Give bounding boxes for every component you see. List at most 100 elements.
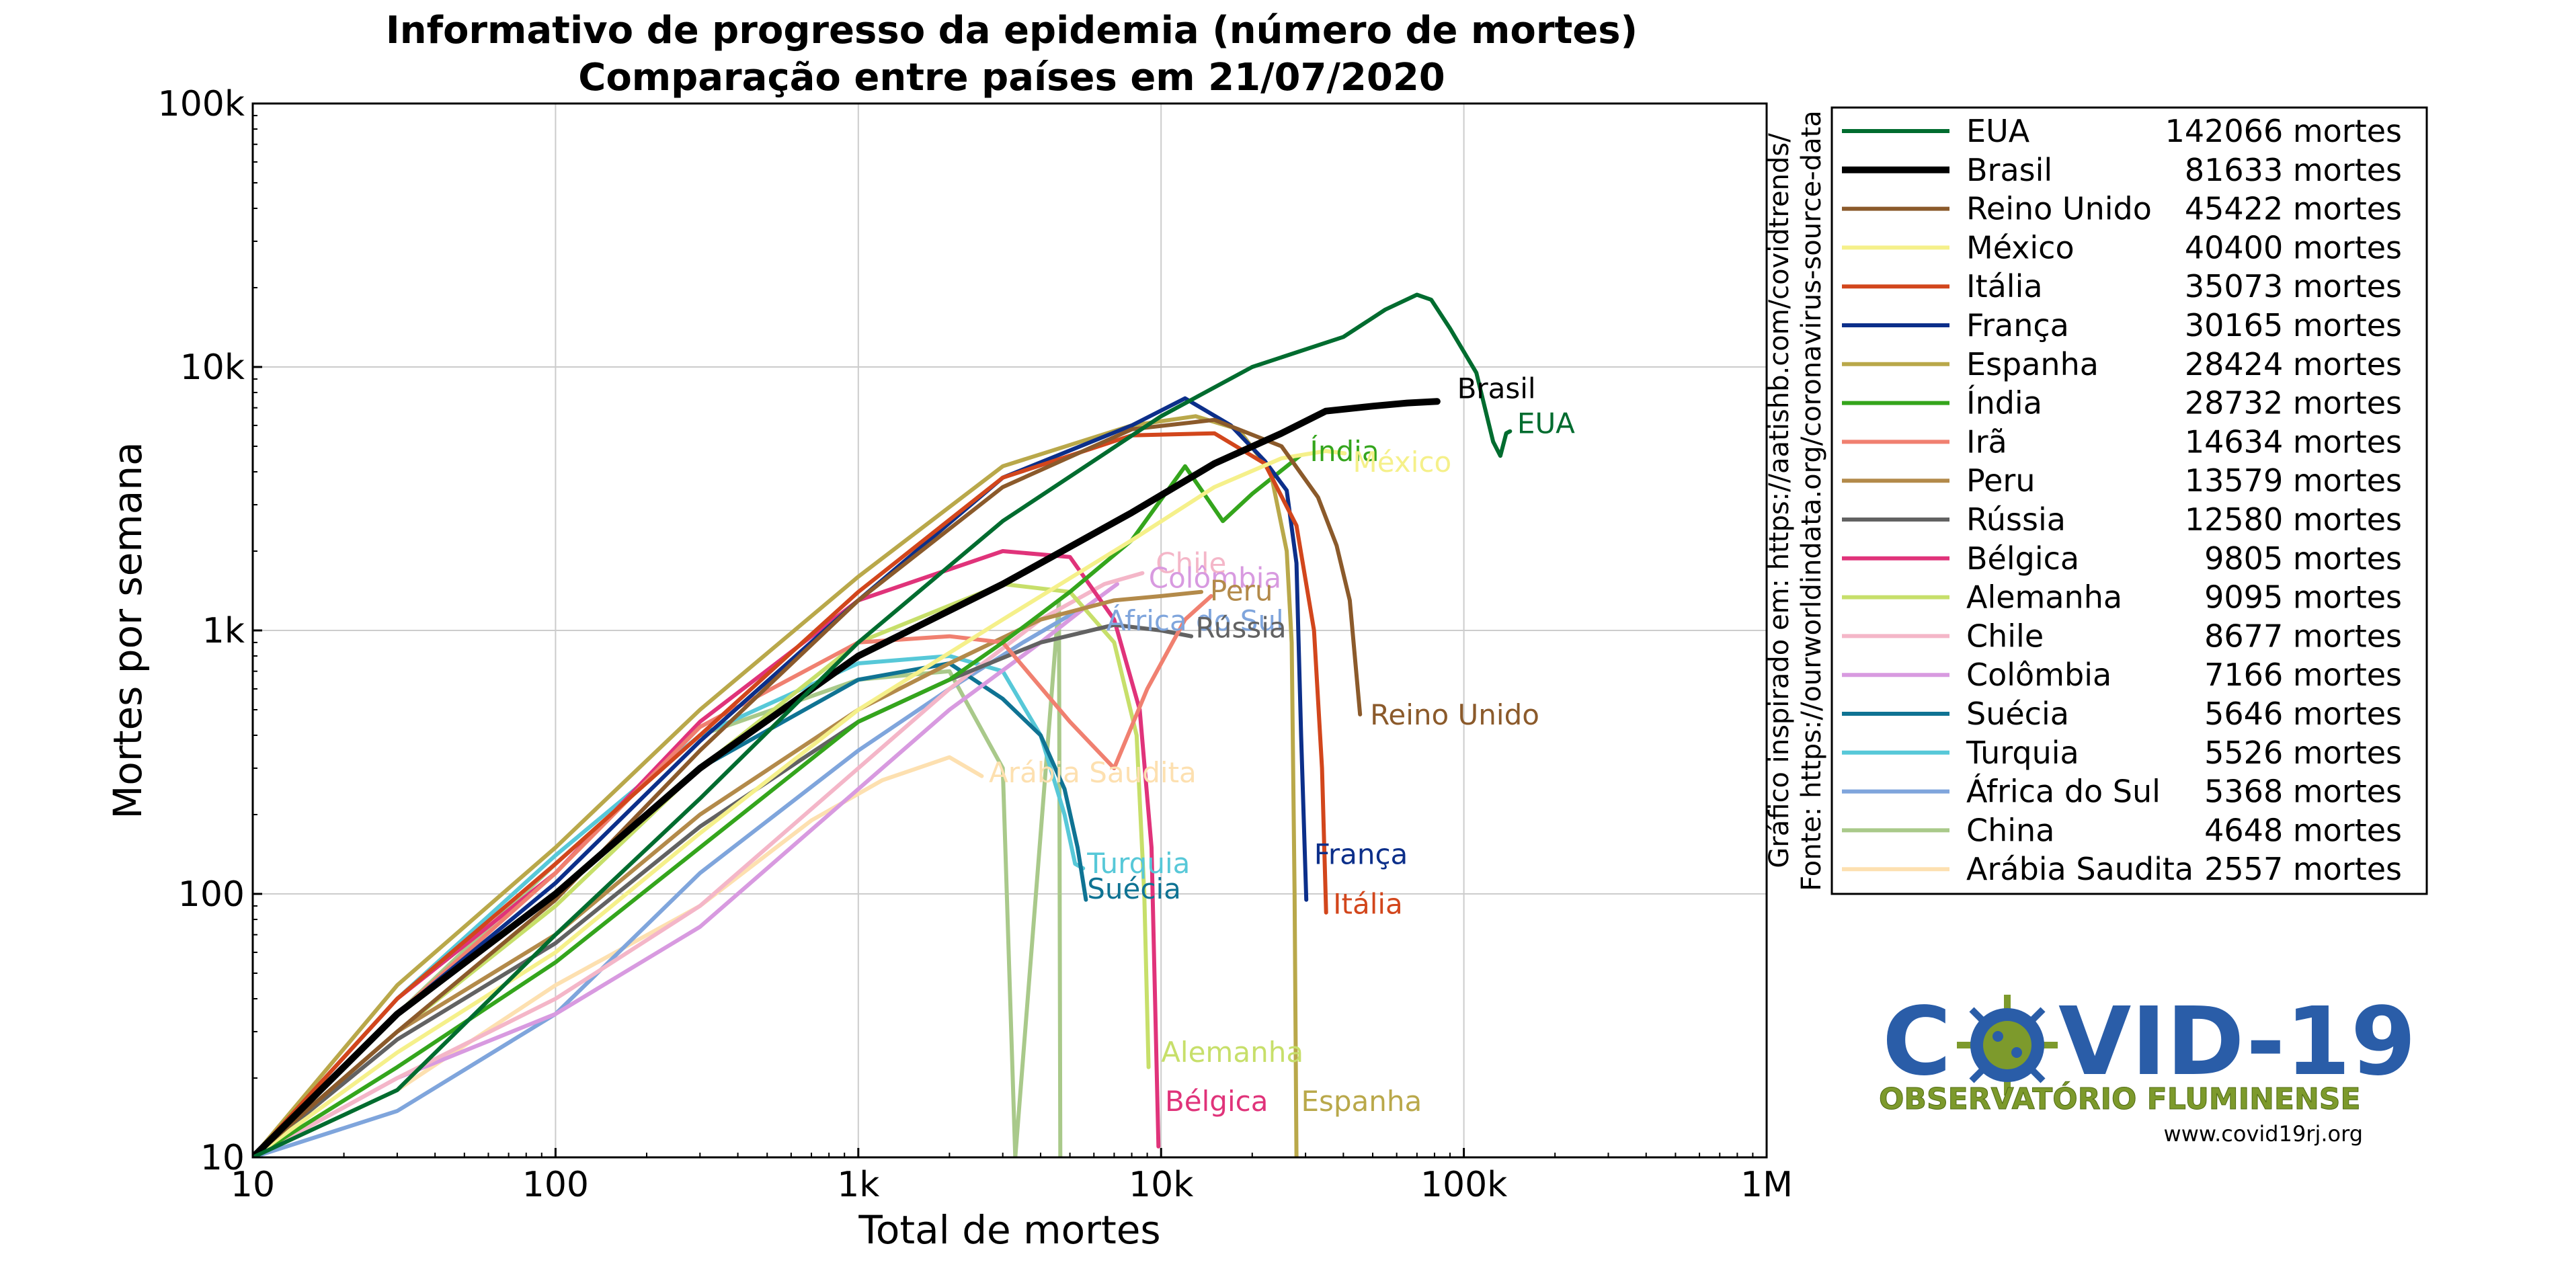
end-label: Bélgica <box>1165 1085 1268 1118</box>
legend-total: 2557 mortes <box>2204 851 2402 887</box>
series-layer <box>253 292 1513 1157</box>
virus-icon <box>1957 995 2058 1096</box>
legend-name: Itália <box>1966 268 2043 304</box>
legend-total: 45422 mortes <box>2185 191 2402 227</box>
legend-name: Brasil <box>1966 152 2052 188</box>
y-tick-label: 10 <box>200 1138 245 1178</box>
legend-total: 9805 mortes <box>2204 540 2402 577</box>
legend-total: 14634 mortes <box>2185 423 2402 460</box>
legend-name: Arábia Saudita <box>1966 851 2193 887</box>
legend-name: África do Sul <box>1966 774 2161 810</box>
logo-title-left: C <box>1882 987 1951 1097</box>
legend-total: 4648 mortes <box>2204 812 2402 848</box>
logo-title-right: VID-19 <box>2058 987 2416 1097</box>
legend-name: Bélgica <box>1966 540 2079 577</box>
end-label: Suécia <box>1087 872 1181 905</box>
end-label: França <box>1314 837 1408 870</box>
x-tick-label: 100k <box>1420 1165 1507 1205</box>
x-tick-label: 1M <box>1740 1165 1793 1205</box>
legend-name: Índia <box>1966 385 2042 421</box>
legend-name: Colômbia <box>1966 657 2111 693</box>
end-label: Itália <box>1333 888 1403 921</box>
legend-name: França <box>1966 307 2069 343</box>
series-line-irã <box>253 593 1213 1157</box>
chart-subtitle: Comparação entre países em 21/07/2020 <box>578 56 1445 99</box>
y-tick-label: 100 <box>178 874 245 915</box>
end-label: Chile <box>1156 547 1226 580</box>
legend: EUA 142066 mortes Brasil 81633 mortes Reino … <box>1830 106 2428 895</box>
axis-ticks: 10 100 1k 10k 100k 1M 10 100 1k 10k 100k <box>158 84 1793 1205</box>
end-label: EUA <box>1517 407 1575 440</box>
series-line-chile <box>253 571 1145 1157</box>
legend-total: 28424 mortes <box>2185 346 2402 382</box>
legend-total: 9095 mortes <box>2204 579 2402 616</box>
end-label: Arábia Saudita <box>989 756 1197 789</box>
legend-name: China <box>1966 812 2054 848</box>
series-line-reino-unido <box>253 417 1363 1157</box>
legend-name: Suécia <box>1966 696 2069 732</box>
series-line-peru <box>253 589 1203 1157</box>
y-tick-label: 100k <box>158 84 245 124</box>
legend-name: Irã <box>1966 423 2007 460</box>
legend-total: 12580 mortes <box>2185 501 2402 538</box>
chart-title: Informativo de progresso da epidemia (nú… <box>386 9 1638 52</box>
x-tick-label: 10 <box>231 1165 275 1205</box>
x-axis-label: Total de mortes <box>858 1207 1160 1253</box>
legend-total: 13579 mortes <box>2185 462 2402 499</box>
legend-total: 7166 mortes <box>2204 657 2402 693</box>
logo-subtitle: OBSERVATÓRIO FLUMINENSE <box>1879 1081 2361 1116</box>
legend-name: Espanha <box>1966 346 2099 382</box>
logo-url: www.covid19rj.org <box>2164 1121 2363 1147</box>
legend-total: 5368 mortes <box>2204 774 2402 810</box>
legend-total: 5526 mortes <box>2204 735 2402 771</box>
legend-total: 40400 mortes <box>2185 229 2402 265</box>
y-axis-label: Mortes por semana <box>105 442 151 819</box>
end-label: Índia <box>1310 434 1379 468</box>
end-label: Turquia <box>1086 847 1190 880</box>
series-line-china <box>253 598 1063 1157</box>
end-label: Peru <box>1210 574 1273 607</box>
x-tick-label: 1k <box>837 1165 879 1205</box>
legend-total: 30165 mortes <box>2185 307 2402 343</box>
end-label: Reino Unido <box>1370 698 1539 731</box>
series-line-brasil <box>253 398 1441 1157</box>
y-tick-label: 10k <box>180 347 245 388</box>
series-line-espanha <box>253 414 1299 1157</box>
legend-total: 5646 mortes <box>2204 696 2402 732</box>
end-label: Alemanha <box>1161 1036 1303 1069</box>
legend-total: 28732 mortes <box>2185 385 2402 421</box>
x-tick-label: 10k <box>1129 1165 1193 1205</box>
end-label: México <box>1353 446 1452 479</box>
series-line-eua <box>253 292 1513 1157</box>
legend-total: 35073 mortes <box>2185 268 2402 304</box>
source-line-inspired: Gráfico inspirado em: https://aatishb.co… <box>1764 133 1795 868</box>
series-line-arábia-saudita <box>253 755 984 1157</box>
legend-name: México <box>1966 229 2075 265</box>
series-line-colômbia <box>253 582 1119 1157</box>
end-label: Espanha <box>1301 1085 1422 1118</box>
end-label: Rússia <box>1196 612 1287 645</box>
series-line-turquia <box>253 654 1086 1157</box>
series-line-índia <box>253 454 1302 1157</box>
legend-total: 8677 mortes <box>2204 618 2402 654</box>
legend-name: Reino Unido <box>1966 191 2152 227</box>
end-label: Colômbia <box>1149 562 1281 595</box>
legend-name: Rússia <box>1966 501 2066 538</box>
end-label: África do Sul <box>1106 604 1284 637</box>
legend-total: 81633 mortes <box>2185 152 2402 188</box>
source-line-data: Fonte: https://ourworldindata.org/corona… <box>1796 110 1827 891</box>
end-label: Brasil <box>1457 372 1536 405</box>
legend-frame <box>1830 106 2428 895</box>
legend-name: Alemanha <box>1966 579 2122 616</box>
legend-name: Peru <box>1966 462 2035 499</box>
legend-name: EUA <box>1966 113 2030 149</box>
x-tick-label: 100 <box>522 1165 589 1205</box>
series-line-frança <box>253 396 1309 1157</box>
logo: C VID-19 OBSERVATÓRIO FLUMINENSE www.cov… <box>1879 987 2417 1147</box>
legend-name: Turquia <box>1966 735 2079 771</box>
y-tick-label: 1k <box>202 611 245 651</box>
series-line-bélgica <box>253 549 1161 1157</box>
legend-total: 142066 mortes <box>2165 113 2402 149</box>
